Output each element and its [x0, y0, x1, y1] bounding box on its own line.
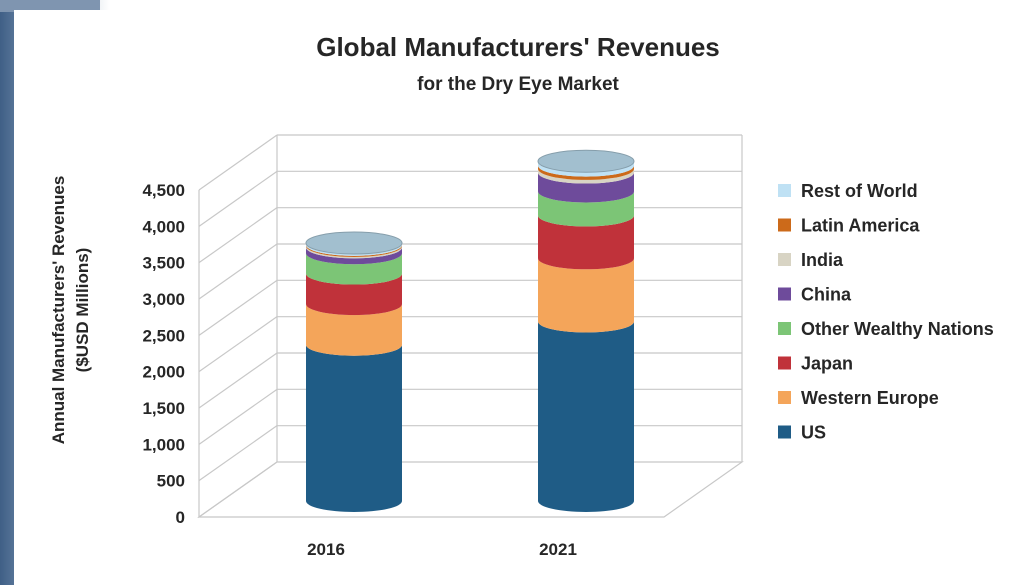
bar-segment-japan-2021 [538, 215, 634, 270]
legend-item-china: China [778, 285, 852, 305]
bar-segment-other-wealthy-nations-2016 [306, 253, 402, 285]
bar-cap-2016 [305, 231, 403, 255]
bar-segment-western-europe-2021 [538, 258, 634, 333]
gridline-side [198, 425, 278, 482]
gridline-side [198, 243, 278, 300]
legend-label: Other Wealthy Nations [801, 319, 994, 339]
legend-label: Japan [801, 354, 853, 374]
chart-panel: Global Manufacturers' Revenues for the D… [14, 10, 1030, 585]
x-axis-ticks: 2016 2021 [307, 540, 577, 559]
gridline-side [198, 207, 278, 264]
y-axis-label: Annual Manufacturers' Revenues ($USD Mil… [49, 176, 92, 445]
y-tick-label: 2,000 [142, 363, 185, 382]
x-tick-label: 2016 [307, 540, 345, 559]
y-tick-label: 500 [157, 472, 185, 491]
bar-segment-latin-america-2021 [538, 165, 634, 180]
legend-item-other-wealthy-nations: Other Wealthy Nations [778, 319, 994, 339]
gridline-side [198, 352, 278, 409]
bar-segment-japan-2016 [306, 273, 402, 316]
gridline-side [198, 316, 278, 373]
y-tick-label: 3,000 [142, 290, 185, 309]
bar-segment-rest-of-world-2021 [538, 161, 634, 177]
legend-label: Latin America [801, 216, 920, 236]
legend-label: India [801, 250, 844, 270]
legend-swatch [778, 322, 791, 335]
gridline-side [198, 170, 278, 227]
legend-swatch [778, 253, 791, 266]
legend-swatch [778, 425, 791, 439]
chart-subtitle: for the Dry Eye Market [417, 74, 619, 95]
bar-segment-china-2016 [306, 247, 402, 265]
floor [197, 461, 744, 518]
x-tick-label: 2021 [539, 540, 577, 559]
bar-2021 [537, 149, 635, 512]
chart: Global Manufacturers' Revenues for the D… [49, 32, 994, 559]
bars [305, 149, 635, 512]
y-axis-label-line1: Annual Manufacturers' Revenues [49, 176, 68, 445]
bar-segment-china-2021 [538, 172, 634, 203]
legend: Rest of World Latin America India China Othe… [778, 181, 994, 443]
gridline-side [198, 388, 278, 445]
y-axis-ticks: 0 500 1,000 1,500 2,000 2,500 3,000 3,500 4,000 4… [142, 181, 185, 527]
legend-item-india: India [778, 250, 844, 270]
legend-swatch [778, 287, 791, 301]
legend-label: Rest of World [801, 181, 918, 201]
legend-swatch [778, 218, 791, 232]
legend-item-latin-america: Latin America [778, 216, 920, 236]
legend-swatch [778, 184, 791, 197]
left-wall [198, 135, 278, 519]
gridline-side [198, 134, 278, 191]
y-tick-label: 4,000 [142, 217, 185, 236]
slide-decoration [0, 0, 100, 12]
y-tick-label: 4,500 [142, 181, 185, 200]
legend-item-western-europe: Western Europe [778, 388, 939, 408]
bar-segment-other-wealthy-nations-2021 [538, 191, 634, 227]
plot-frame [197, 134, 744, 519]
y-tick-label: 1,000 [142, 435, 185, 454]
legend-item-rest-of-world: Rest of World [778, 181, 918, 201]
legend-label: Western Europe [801, 388, 939, 408]
y-tick-label: 0 [176, 508, 185, 527]
y-tick-label: 1,500 [142, 399, 185, 418]
bar-cap-2021 [537, 149, 635, 173]
legend-swatch [778, 356, 791, 370]
y-axis-label-line2: ($USD Millions) [73, 248, 92, 373]
bar-2016 [305, 231, 403, 512]
bar-segment-us-2021 [538, 321, 634, 512]
legend-item-us: US [778, 423, 826, 443]
legend-item-japan: Japan [778, 354, 853, 374]
gridline-side [198, 279, 278, 336]
legend-label: US [801, 423, 826, 443]
bar-segment-western-europe-2016 [306, 304, 402, 356]
y-tick-label: 3,500 [142, 254, 185, 273]
y-tick-label: 2,500 [142, 326, 185, 345]
bar-segment-us-2016 [306, 344, 402, 512]
bar-segment-india-2021 [538, 168, 634, 184]
legend-swatch [778, 391, 791, 404]
chart-title: Global Manufacturers' Revenues [316, 32, 720, 62]
legend-label: China [801, 285, 852, 305]
